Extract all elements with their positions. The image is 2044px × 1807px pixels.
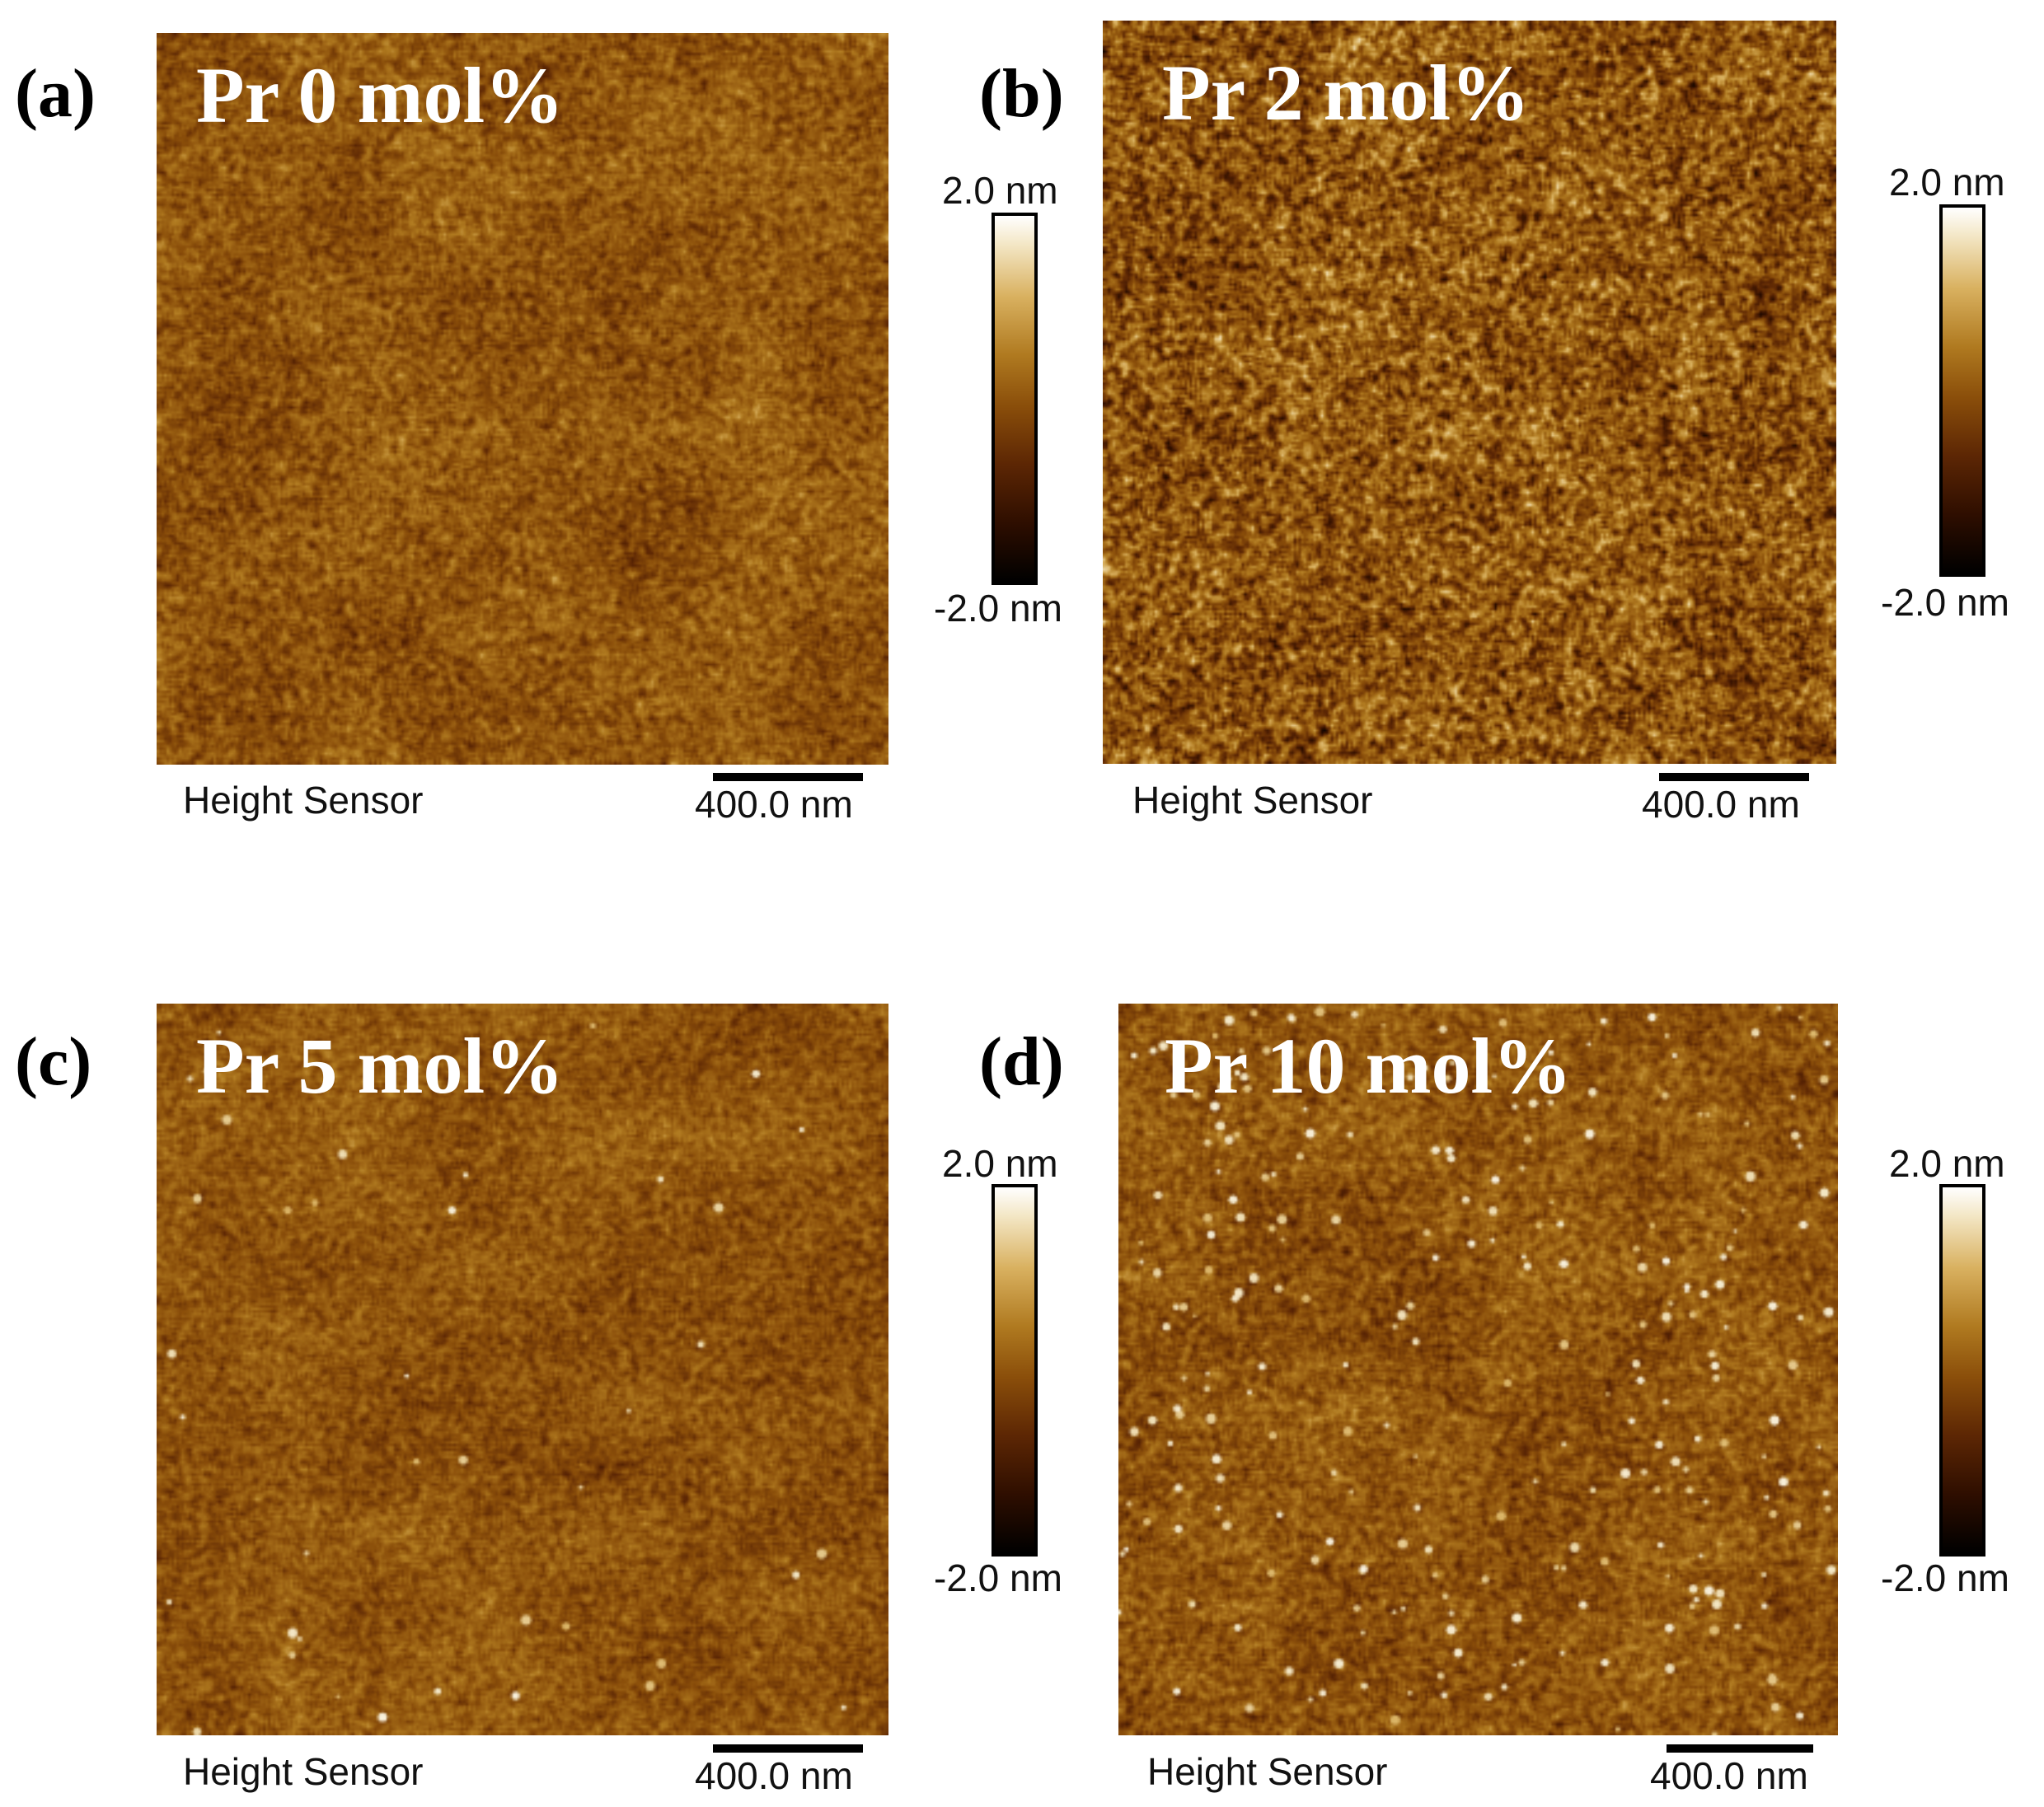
scale-bar-label: 400.0 nm [1650,1754,1808,1797]
colorbar-max-label: 2.0 nm [1889,1142,2005,1185]
colorbar-max-label: 2.0 nm [1889,161,2005,204]
sample-title: Pr 10 mol% [1165,1022,1573,1110]
afm-height-image: Pr 5 mol% [157,1004,888,1735]
afm-height-image: Pr 2 mol% [1103,21,1836,764]
panel-b: (b) Pr 2 mol% Height Sensor 400.0 nm 2.0… [979,0,2044,903]
scale-bar-label: 400.0 nm [695,783,853,826]
colorbar-min-label: -2.0 nm [1881,581,2009,624]
panel-letter: (d) [979,1023,1064,1100]
sample-title: Pr 5 mol% [196,1022,565,1110]
panel-a: (a) Pr 0 mol% Height Sensor 400.0 nm 2.0… [0,0,1062,903]
scale-bar [1659,773,1809,781]
sample-title: Pr 2 mol% [1162,49,1531,137]
afm-height-image: Pr 0 mol% [157,33,888,765]
panel-letter: (c) [15,1023,92,1100]
height-colorbar [1939,204,1985,577]
afm-texture [157,33,888,765]
height-colorbar [1939,1184,1985,1557]
scale-bar [1667,1744,1813,1753]
scale-bar-label: 400.0 nm [695,1754,853,1797]
colorbar-max-label: 2.0 nm [942,169,1058,212]
height-sensor-label: Height Sensor [183,1750,424,1793]
panel-letter: (b) [979,55,1064,132]
height-sensor-label: Height Sensor [1132,779,1373,822]
scale-bar [713,1744,863,1753]
afm-texture [157,1004,888,1735]
colorbar-min-label: -2.0 nm [934,1557,1062,1599]
afm-texture [1103,21,1836,764]
sample-title: Pr 0 mol% [196,51,565,139]
height-sensor-label: Height Sensor [183,779,424,822]
colorbar-max-label: 2.0 nm [942,1142,1058,1185]
afm-height-image: Pr 10 mol% [1118,1004,1838,1735]
panel-d: (d) Pr 10 mol% Height Sensor 400.0 nm 2.… [979,904,2044,1807]
height-colorbar [992,213,1038,585]
panel-letter: (a) [15,55,96,132]
scale-bar [713,773,863,781]
height-sensor-label: Height Sensor [1147,1750,1388,1793]
height-colorbar [992,1184,1038,1557]
colorbar-min-label: -2.0 nm [1881,1557,2009,1599]
afm-texture [1118,1004,1838,1735]
panel-c: (c) Pr 5 mol% Height Sensor 400.0 nm 2.0… [0,904,1062,1807]
scale-bar-label: 400.0 nm [1642,783,1800,826]
colorbar-min-label: -2.0 nm [934,587,1062,630]
